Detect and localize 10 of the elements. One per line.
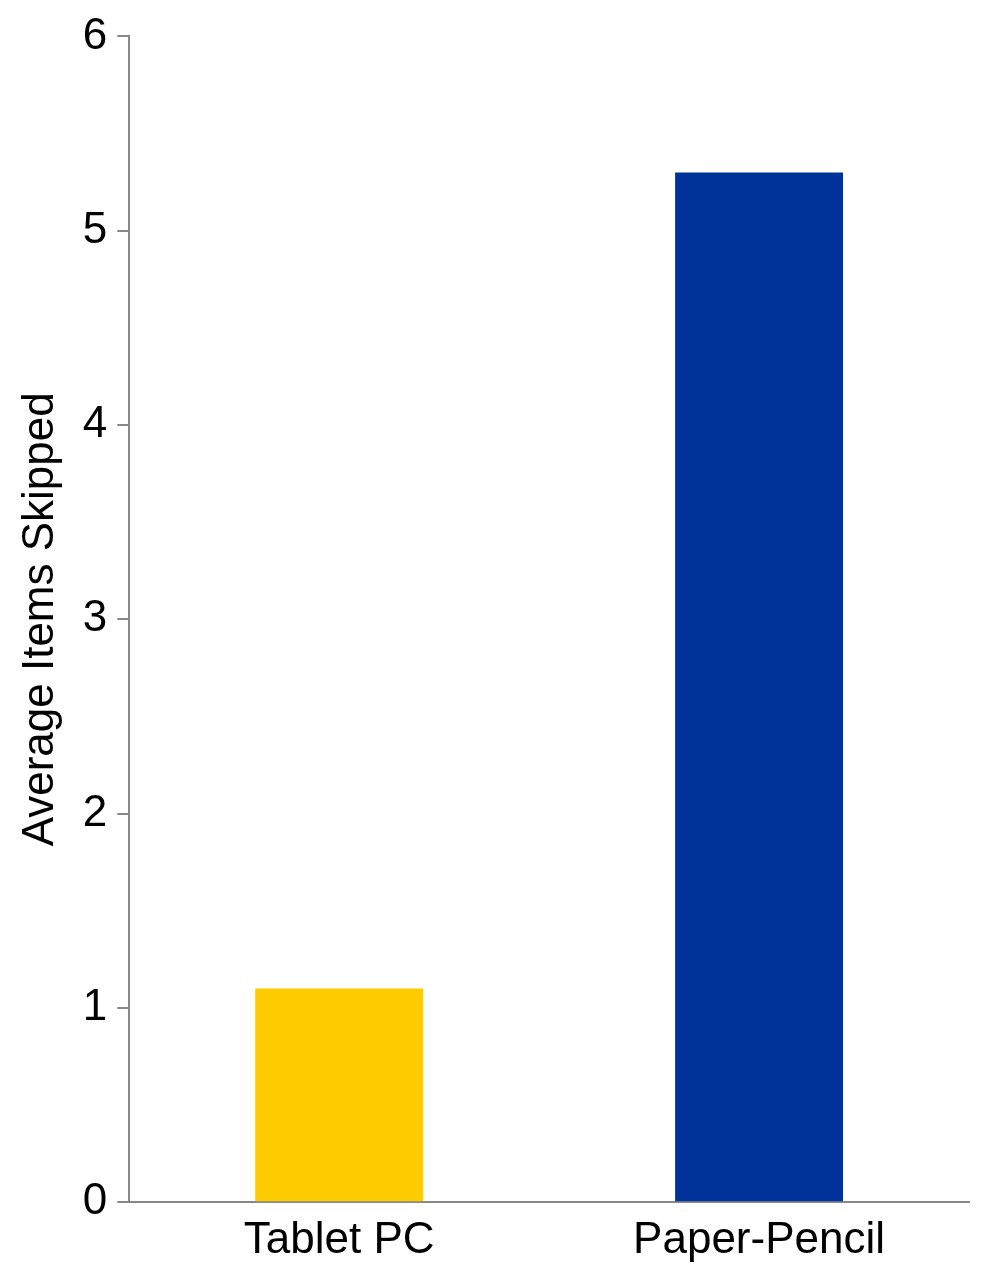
x-tick-label: Tablet PC <box>243 1212 435 1262</box>
y-tick-label: 5 <box>82 202 108 252</box>
y-tick-label: 0 <box>82 1174 108 1224</box>
y-tick-label: 2 <box>82 785 108 835</box>
y-tick-label: 1 <box>82 980 108 1030</box>
y-tick-label: 4 <box>82 397 108 447</box>
y-tick-label: 3 <box>82 591 108 641</box>
x-tick-label: Paper-Pencil <box>633 1212 886 1262</box>
y-axis-title: Average Items Skipped <box>12 392 62 847</box>
y-tick-label: 6 <box>82 8 108 58</box>
